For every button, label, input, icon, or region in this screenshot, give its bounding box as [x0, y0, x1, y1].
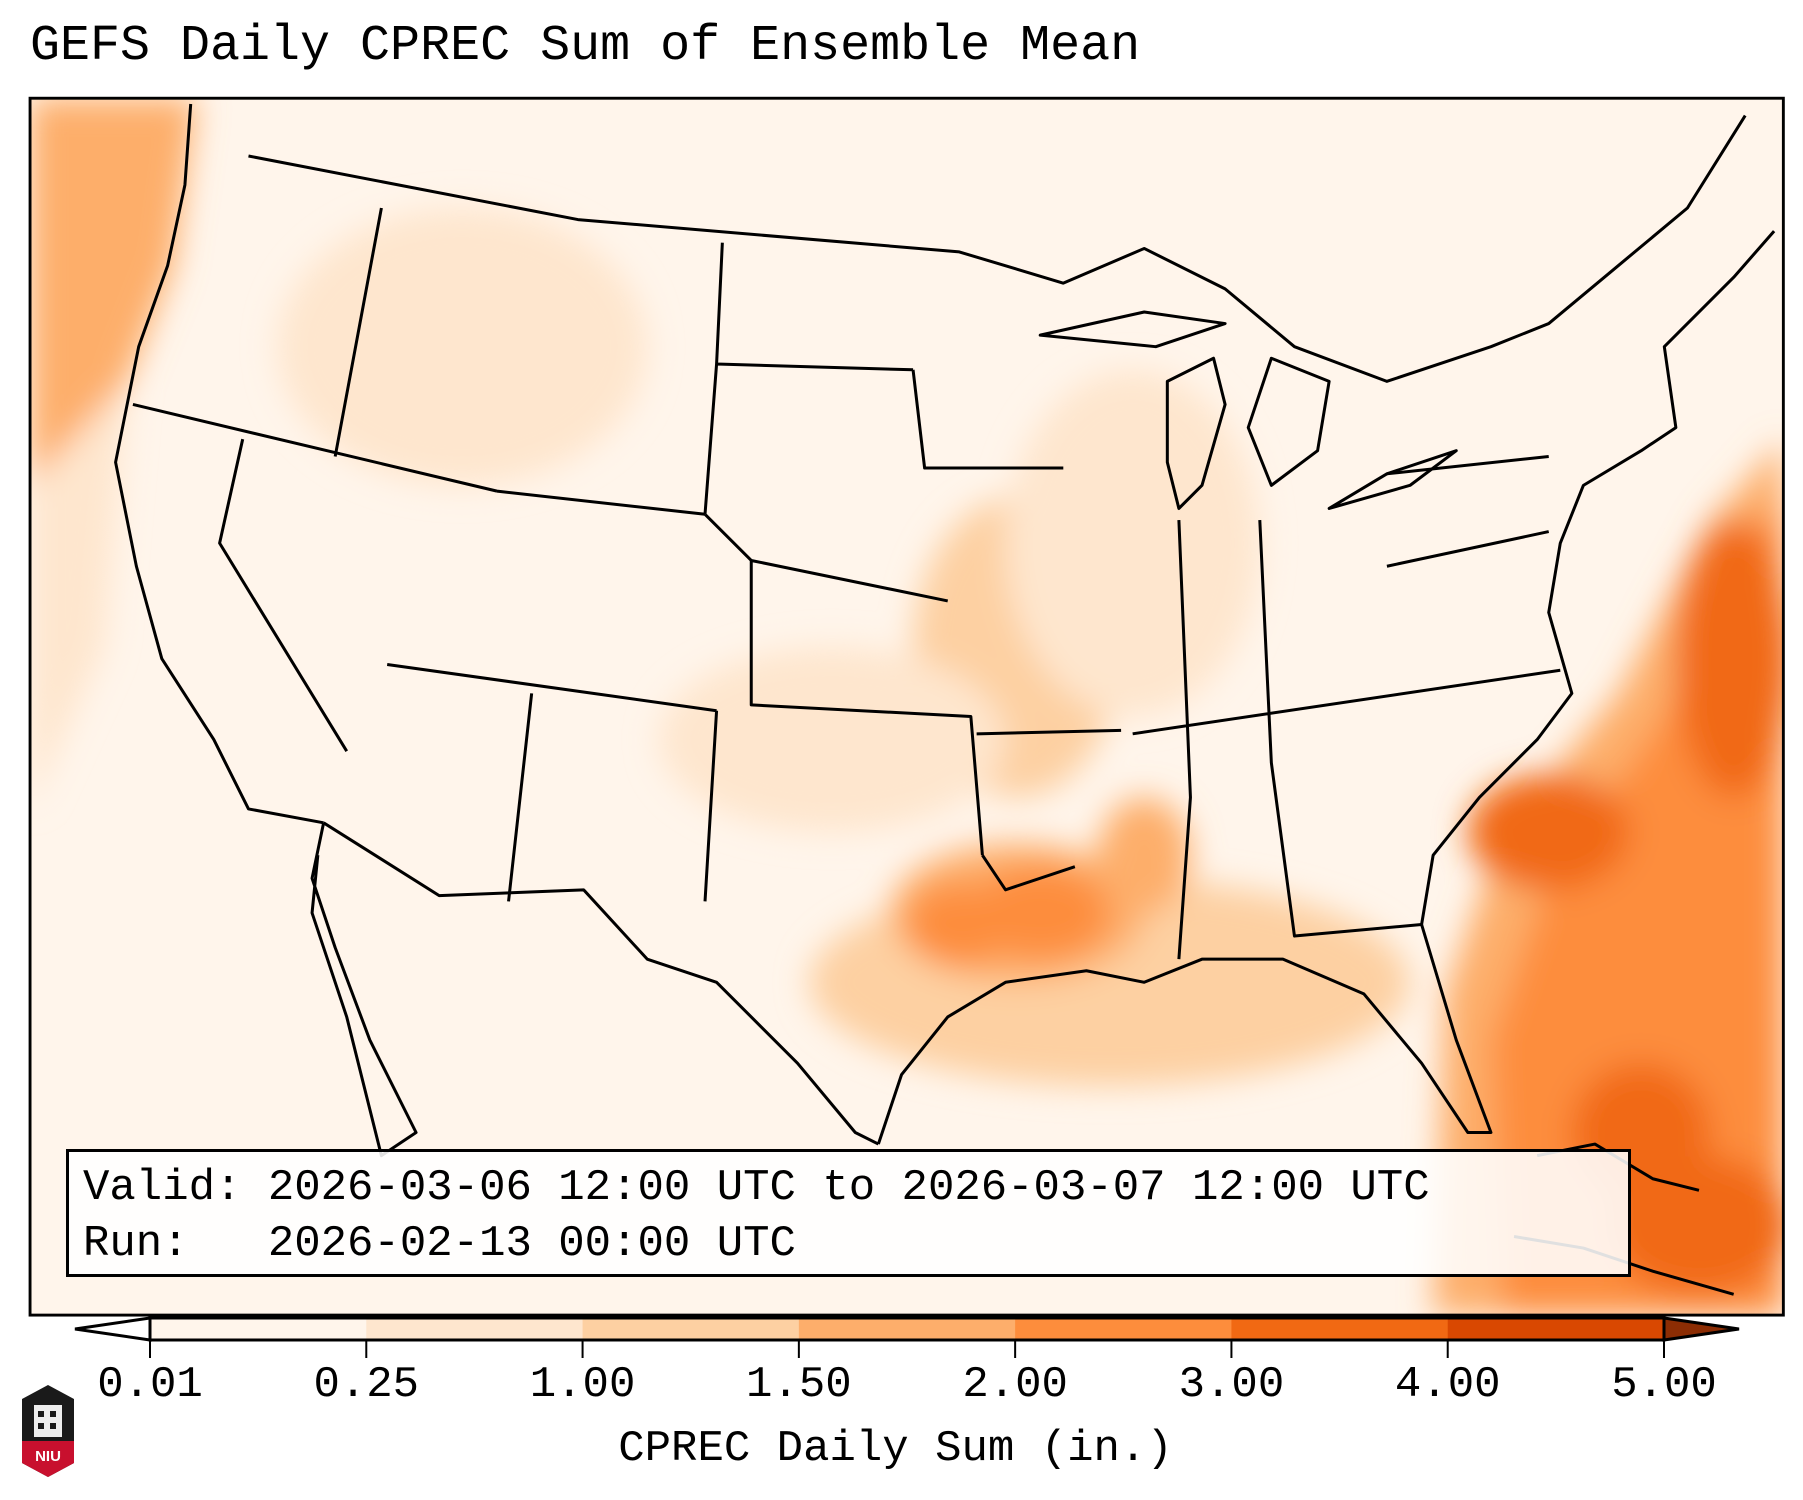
colorbar-tick-label: 2.00 [962, 1360, 1068, 1410]
valid-run-info-box: Valid: 2026-03-06 12:00 UTC to 2026-03-0… [66, 1149, 1631, 1277]
colorbar-tick-label: 1.00 [529, 1360, 636, 1410]
colorbar-segment [582, 1318, 800, 1340]
precip-region [658, 647, 1006, 833]
colorbar-tick-label: 0.25 [313, 1360, 420, 1410]
chart-title: GEFS Daily CPREC Sum of Ensemble Mean [30, 18, 1141, 75]
colorbar-tick-label: 3.00 [1178, 1360, 1285, 1410]
colorbar [74, 1316, 1740, 1358]
colorbar-segment [366, 1318, 584, 1340]
colorbar-tick-label: 4.00 [1394, 1360, 1501, 1410]
precip-region [1467, 774, 1630, 890]
us-canada-border [248, 114, 1747, 383]
atlantic-coastline [1420, 230, 1776, 925]
great-lakes [1038, 310, 1458, 510]
colorbar-segment [1015, 1318, 1232, 1340]
gulf-coastline [876, 924, 1493, 1145]
precip-region [277, 208, 648, 486]
mexico-baja-coastline [310, 822, 418, 1158]
colorbar-segment [1231, 1318, 1449, 1340]
colorbar-over-arrow [1662, 1316, 1740, 1342]
precip-region [1005, 369, 1260, 717]
colorbar-label: CPREC Daily Sum (in.) [618, 1424, 1173, 1474]
precip-region [1675, 520, 1784, 798]
svg-text:NIU: NIU [35, 1448, 61, 1465]
precip-region [1097, 797, 1191, 913]
precip-region [970, 866, 1110, 960]
colorbar-tick-label: 5.00 [1611, 1360, 1717, 1410]
niu-logo: NIU [22, 1385, 74, 1477]
us-west-coastline [114, 103, 324, 825]
colorbar-segment [798, 1318, 1016, 1340]
colorbar-under-arrow [74, 1316, 152, 1342]
colorbar-tick-label: 0.01 [97, 1360, 203, 1410]
valid-time-text: Valid: 2026-03-06 12:00 UTC to 2026-03-0… [83, 1163, 1430, 1213]
us-mexico-border [322, 821, 880, 1146]
precip-region [30, 381, 128, 809]
precip-region [30, 98, 197, 486]
state-lines [132, 207, 1561, 960]
colorbar-segment [1447, 1318, 1665, 1340]
map-frame [28, 96, 1785, 1317]
colorbar-outline [148, 1316, 1666, 1342]
colorbar-segment [150, 1318, 367, 1340]
colorbar-tick-label: 1.50 [746, 1360, 852, 1410]
run-time-text: Run: 2026-02-13 00:00 UTC [83, 1219, 796, 1269]
